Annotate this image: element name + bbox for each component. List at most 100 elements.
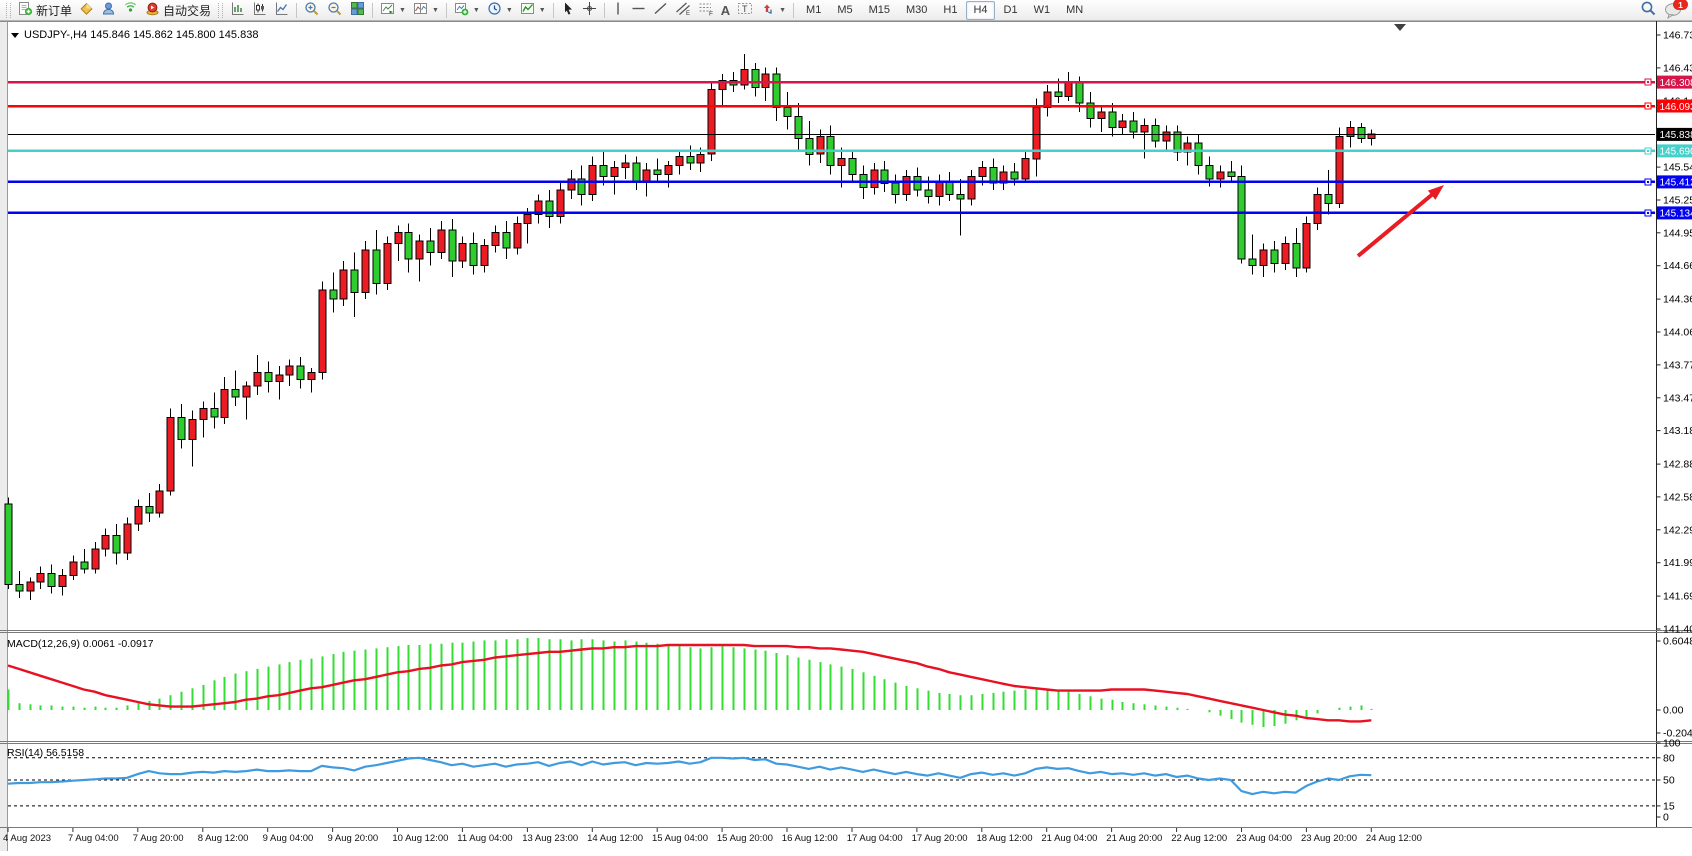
zoom-in-icon — [304, 1, 320, 20]
candlestick-chart-button[interactable] — [249, 1, 270, 20]
price-line-label[interactable]: 145.838 — [1657, 128, 1692, 141]
svg-text:145.412: 145.412 — [1660, 178, 1692, 189]
chevron-down-icon: ▼ — [473, 7, 480, 14]
equidistant-channel-button[interactable]: E — [672, 1, 694, 20]
fibonacci-tool-button[interactable]: F — [695, 1, 717, 20]
svg-text:16 Aug 12:00: 16 Aug 12:00 — [782, 833, 838, 844]
line-chart-button[interactable] — [271, 1, 292, 20]
toolbar-separator — [372, 3, 373, 18]
chart-profiles-button[interactable]: ▼ — [410, 1, 442, 20]
tf-h4-button[interactable]: H4 — [966, 1, 994, 20]
auto-trading-button[interactable]: 自动交易 — [142, 1, 214, 20]
horizontal-line-tool-button[interactable] — [628, 1, 649, 20]
bar-chart-icon — [230, 1, 245, 19]
community-button[interactable] — [98, 1, 119, 20]
new-chart-icon — [380, 1, 395, 19]
vertical-line-tool-button[interactable] — [609, 1, 627, 20]
search-icon — [1640, 0, 1657, 20]
tf-h1-button[interactable]: H1 — [936, 1, 964, 20]
search-button[interactable] — [1637, 1, 1660, 20]
cursor-button[interactable] — [558, 1, 578, 20]
notification-count: 1 — [1678, 0, 1683, 10]
svg-text:9 Aug 04:00: 9 Aug 04:00 — [263, 833, 314, 844]
tf-w1-button[interactable]: W1 — [1027, 1, 1058, 20]
auto-trading-label: 自动交易 — [163, 2, 211, 19]
svg-text:23 Aug 04:00: 23 Aug 04:00 — [1236, 833, 1292, 844]
svg-text:144.955: 144.955 — [1663, 227, 1692, 239]
svg-text:80: 80 — [1663, 752, 1675, 764]
chevron-down-icon: ▼ — [399, 7, 406, 14]
toolbar-separator — [553, 3, 554, 18]
market-cube-icon — [79, 1, 94, 19]
chart-template-icon — [520, 1, 535, 19]
new-order-button[interactable]: 新订单 — [15, 1, 75, 20]
tf-d1-button[interactable]: D1 — [997, 1, 1025, 20]
svg-text:21 Aug 04:00: 21 Aug 04:00 — [1041, 833, 1097, 844]
period-clock-icon — [487, 1, 502, 19]
notifications-button[interactable]: 1 — [1661, 1, 1689, 20]
add-indicator-icon — [454, 1, 469, 19]
market-button[interactable] — [76, 1, 97, 20]
toolbar-separator — [604, 3, 605, 18]
price-line-label[interactable]: 145.134 — [1657, 206, 1692, 219]
zoom-out-button[interactable] — [324, 1, 346, 20]
chat-icon — [1664, 8, 1684, 22]
tf-m1-button[interactable]: M1 — [799, 1, 828, 20]
svg-text:141.995: 141.995 — [1663, 557, 1692, 569]
toolbar-drag-handle[interactable] — [218, 3, 223, 18]
shapes-tool-button[interactable]: ▼ — [757, 1, 789, 20]
svg-text:7 Aug 04:00: 7 Aug 04:00 — [68, 833, 119, 844]
toolbar-separator — [793, 3, 794, 18]
chart-profiles-icon — [413, 1, 428, 19]
signals-button[interactable] — [120, 1, 141, 20]
svg-text:50: 50 — [1663, 775, 1675, 787]
svg-text:8 Aug 12:00: 8 Aug 12:00 — [198, 833, 249, 844]
price-line-label[interactable]: 146.308 — [1657, 76, 1692, 89]
auto-trading-icon — [145, 1, 160, 19]
tf-m5-button[interactable]: M5 — [830, 1, 859, 20]
svg-text:10 Aug 12:00: 10 Aug 12:00 — [392, 833, 448, 844]
new-order-label: 新订单 — [36, 2, 72, 19]
bar-chart-button[interactable] — [227, 1, 248, 20]
zoom-out-icon — [327, 1, 343, 20]
tile-windows-button[interactable] — [347, 1, 368, 20]
svg-text:143.770: 143.770 — [1663, 359, 1692, 371]
text-tool-button[interactable]: A — [718, 1, 733, 20]
svg-text:146.308: 146.308 — [1660, 78, 1692, 89]
svg-text:146.435: 146.435 — [1663, 62, 1692, 74]
toolbar-drag-handle[interactable] — [6, 3, 11, 18]
svg-text:15 Aug 04:00: 15 Aug 04:00 — [652, 833, 708, 844]
tf-m15-button[interactable]: M15 — [862, 1, 897, 20]
tf-m30-button[interactable]: M30 — [899, 1, 934, 20]
svg-text:141.400: 141.400 — [1663, 624, 1692, 636]
svg-text:142.880: 142.880 — [1663, 459, 1692, 471]
price-line-label[interactable]: 145.412 — [1657, 175, 1692, 188]
svg-text:F: F — [709, 11, 713, 17]
chart-canvas[interactable]: 146.730146.435146.140145.845145.545145.2… — [0, 21, 1692, 851]
chevron-down-icon: ▼ — [506, 7, 513, 14]
text-label-icon: T — [737, 1, 753, 19]
add-indicator-button[interactable]: ▼ — [451, 1, 483, 20]
chart-title-text: USDJPY-,H4 145.846 145.862 145.800 145.8… — [24, 29, 258, 41]
toolbar: 新订单 自动交易 ▼ ▼ ▼ ▼ ▼ E — [0, 0, 1692, 21]
svg-text:17 Aug 04:00: 17 Aug 04:00 — [847, 833, 903, 844]
tf-mn-button[interactable]: MN — [1059, 1, 1090, 20]
chart-template-button[interactable]: ▼ — [517, 1, 549, 20]
trendline-tool-button[interactable] — [650, 1, 671, 20]
price-line-label[interactable]: 145.690 — [1657, 144, 1692, 157]
svg-text:143.475: 143.475 — [1663, 392, 1692, 404]
signals-icon — [123, 1, 138, 19]
chart-frame — [0, 21, 1692, 851]
new-chart-button[interactable]: ▼ — [377, 1, 409, 20]
period-clock-button[interactable]: ▼ — [484, 1, 516, 20]
zoom-in-button[interactable] — [301, 1, 323, 20]
price-line-label[interactable]: 146.093 — [1657, 100, 1692, 113]
svg-text:143.180: 143.180 — [1663, 425, 1692, 437]
svg-text:145.545: 145.545 — [1663, 162, 1692, 174]
chart-window[interactable]: 146.730146.435146.140145.845145.545145.2… — [0, 21, 1692, 851]
crosshair-button[interactable] — [579, 1, 600, 20]
text-label-tool-button[interactable]: T — [734, 1, 756, 20]
svg-text:144.065: 144.065 — [1663, 327, 1692, 339]
chevron-down-icon: ▼ — [539, 7, 546, 14]
